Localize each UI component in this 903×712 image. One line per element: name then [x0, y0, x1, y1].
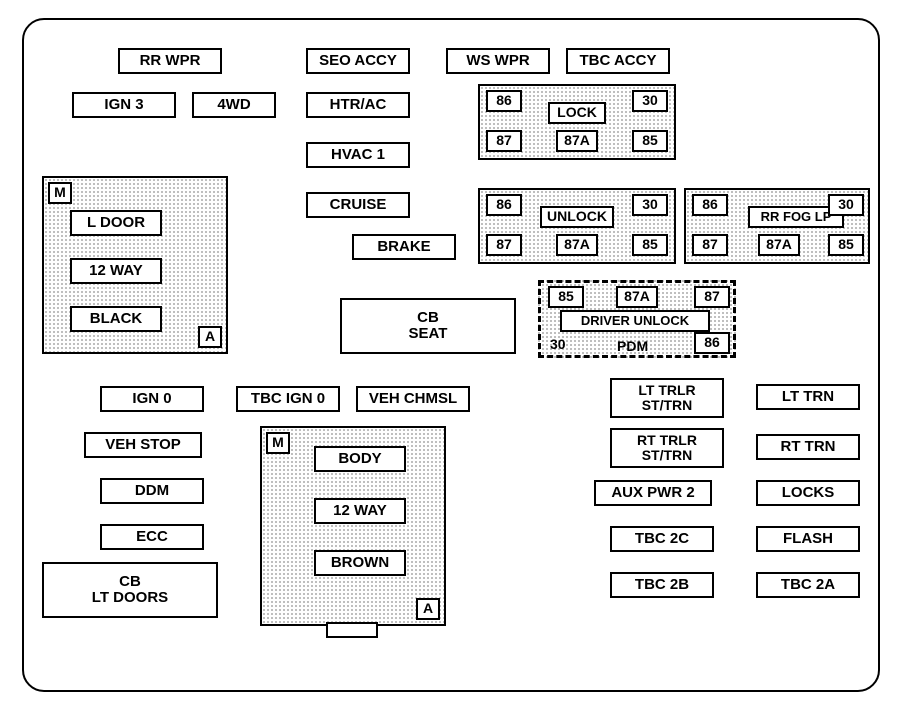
region-ldoor-row: L DOOR	[70, 210, 162, 236]
region-body-connector	[326, 622, 378, 638]
fuse-ign-0: IGN 0	[100, 386, 204, 412]
fuse-lt-trlr: LT TRLR ST/TRN	[610, 378, 724, 418]
fuse-tbc-2b: TBC 2B	[610, 572, 714, 598]
relay-driver-unlock-pin-87: 87	[694, 286, 730, 308]
relay-lock-pin-30: 30	[632, 90, 668, 112]
relay-driver-unlock-caption: PDM	[617, 338, 648, 354]
fuse-veh-chmsl: VEH CHMSL	[356, 386, 470, 412]
fuse-veh-stop: VEH STOP	[84, 432, 202, 458]
fuse-cb-seat: CB SEAT	[340, 298, 516, 354]
relay-rr-fog-pin-85: 85	[828, 234, 864, 256]
fuse-brake: BRAKE	[352, 234, 456, 260]
fuse-tbc-ign-0: TBC IGN 0	[236, 386, 340, 412]
fuse-aux-pwr-2: AUX PWR 2	[594, 480, 712, 506]
relay-driver-unlock-pin-86: 86	[694, 332, 730, 354]
region-ldoor-row: BLACK	[70, 306, 162, 332]
relay-driver-unlock-label: DRIVER UNLOCK	[560, 310, 710, 332]
relay-rr-fog-pin-86: 86	[692, 194, 728, 216]
fuse-ddm: DDM	[100, 478, 204, 504]
diagram-stage: RR WPR SEO ACCY WS WPR TBC ACCY IGN 3 4WD HTR/…	[0, 0, 903, 712]
relay-unlock-pin-87A: 87A	[556, 234, 598, 256]
relay-driver-unlock-pin-30: 30	[550, 336, 566, 352]
region-body-corner-A: A	[416, 598, 440, 620]
fuse-ecc: ECC	[100, 524, 204, 550]
fuse-tbc-accy: TBC ACCY	[566, 48, 670, 74]
relay-lock-pin-87A: 87A	[556, 130, 598, 152]
relay-driver-unlock-pin-85: 85	[548, 286, 584, 308]
region-body-row: 12 WAY	[314, 498, 406, 524]
relay-unlock-pin-85: 85	[632, 234, 668, 256]
relay-unlock-label: UNLOCK	[540, 206, 614, 228]
fuse-cruise: CRUISE	[306, 192, 410, 218]
region-ldoor-row: 12 WAY	[70, 258, 162, 284]
fuse-tbc-2c: TBC 2C	[610, 526, 714, 552]
relay-unlock-pin-87: 87	[486, 234, 522, 256]
fuse-flash: FLASH	[756, 526, 860, 552]
relay-unlock-pin-30: 30	[632, 194, 668, 216]
fuse-tbc-2a: TBC 2A	[756, 572, 860, 598]
relay-rr-fog-pin-87: 87	[692, 234, 728, 256]
region-ldoor-corner-M: M	[48, 182, 72, 204]
fuse-locks: LOCKS	[756, 480, 860, 506]
region-body-corner-M: M	[266, 432, 290, 454]
fuse-ign-3: IGN 3	[72, 92, 176, 118]
fuse-seo-accy: SEO ACCY	[306, 48, 410, 74]
fuse-rr-wpr: RR WPR	[118, 48, 222, 74]
relay-lock-pin-86: 86	[486, 90, 522, 112]
region-ldoor-corner-A: A	[198, 326, 222, 348]
fuse-rt-trlr: RT TRLR ST/TRN	[610, 428, 724, 468]
relay-rr-fog-pin-87A: 87A	[758, 234, 800, 256]
relay-lock-pin-85: 85	[632, 130, 668, 152]
region-body-row: BROWN	[314, 550, 406, 576]
relay-rr-fog-pin-30: 30	[828, 194, 864, 216]
relay-lock-pin-87: 87	[486, 130, 522, 152]
fuse-ws-wpr: WS WPR	[446, 48, 550, 74]
fuse-lt-trn: LT TRN	[756, 384, 860, 410]
fuse-rt-trn: RT TRN	[756, 434, 860, 460]
fuse-htr-ac: HTR/AC	[306, 92, 410, 118]
fuse-4wd: 4WD	[192, 92, 276, 118]
relay-driver-unlock-pin-87A: 87A	[616, 286, 658, 308]
fuse-hvac-1: HVAC 1	[306, 142, 410, 168]
relay-unlock-pin-86: 86	[486, 194, 522, 216]
region-body-row: BODY	[314, 446, 406, 472]
relay-lock-label: LOCK	[548, 102, 606, 124]
fuse-cb-lt-doors: CB LT DOORS	[42, 562, 218, 618]
